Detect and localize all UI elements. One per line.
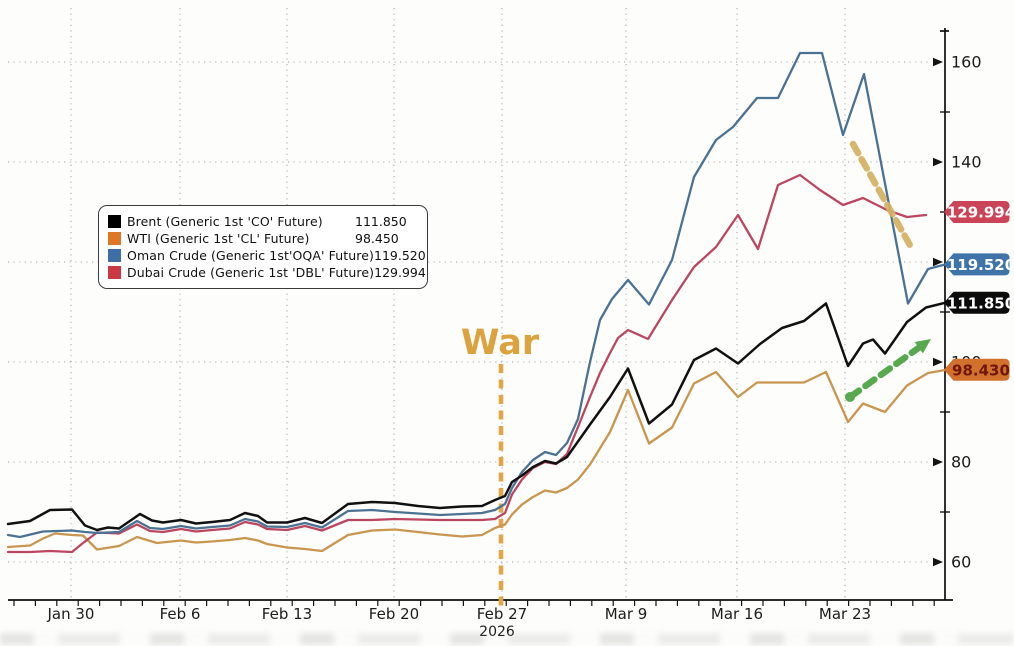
legend-swatch-dubai-crude xyxy=(108,266,121,279)
y-axis-label: 60 xyxy=(951,553,971,572)
y-axis-label: 80 xyxy=(951,453,971,472)
vertical-gridlines xyxy=(70,8,846,600)
legend-row-brent[interactable]: Brent (Generic 1st 'CO' Future) 111.850 xyxy=(108,213,417,230)
x-axis-label: Mar 23 xyxy=(819,605,871,623)
x-axis-label: Jan 30 xyxy=(47,605,95,623)
price-tag-value: 98.430 xyxy=(952,361,1010,379)
chart-legend[interactable]: Brent (Generic 1st 'CO' Future) 111.850 WT… xyxy=(98,205,428,289)
x-axis-labels: Jan 30 Feb 6 Feb 13 Feb 20 Feb 27 Mar 9 Mar 16… xyxy=(47,605,872,640)
legend-value: 129.994 xyxy=(374,265,426,280)
axes xyxy=(8,28,953,601)
legend-value: 119.520 xyxy=(374,248,426,263)
price-tag-brent: 111.850 xyxy=(944,291,1014,314)
watermark-smudge xyxy=(0,633,1014,645)
series-line-wti xyxy=(6,368,947,553)
x-axis-year-label: 2026 xyxy=(479,624,515,640)
legend-row-dubai-crude[interactable]: Dubai Crude (Generic 1st 'DBL' Future) 12… xyxy=(108,264,426,281)
x-axis-label: Mar 9 xyxy=(605,605,648,623)
legend-label: WTI (Generic 1st 'CL' Future) xyxy=(127,231,310,246)
x-axis-label: Feb 20 xyxy=(369,605,419,623)
legend-swatch-oman-crude xyxy=(108,249,121,262)
price-tag-dubai-crude: 129.994 xyxy=(944,201,1014,223)
price-tag-value: 129.994 xyxy=(947,204,1014,222)
x-axis-label: Feb 13 xyxy=(262,605,312,623)
legend-label: Dubai Crude (Generic 1st 'DBL' Future) xyxy=(127,265,375,280)
legend-row-oman-crude[interactable]: Oman Crude (Generic 1st'OQA' Future) 119.… xyxy=(108,247,426,264)
legend-label: Brent (Generic 1st 'CO' Future) xyxy=(127,214,323,229)
legend-value: 98.450 xyxy=(355,231,399,246)
x-axis-day-ticks xyxy=(13,600,935,606)
price-tag-wti: 98.430 xyxy=(944,358,1010,381)
legend-row-wti[interactable]: WTI (Generic 1st 'CL' Future) 98.450 xyxy=(108,230,417,247)
down-trend-line xyxy=(849,140,915,251)
war-annotation: War xyxy=(461,323,540,363)
plot-area[interactable] xyxy=(8,8,945,600)
legend-value: 111.850 xyxy=(355,214,407,229)
y-axis-label: 160 xyxy=(951,53,982,72)
price-tag-value: 111.850 xyxy=(947,294,1014,312)
price-tag-oman-crude: 119.520 xyxy=(944,253,1014,276)
x-axis-label: Feb 6 xyxy=(160,605,201,623)
x-axis-label: Mar 16 xyxy=(711,605,763,623)
legend-swatch-brent xyxy=(108,215,121,228)
price-tag-value: 119.520 xyxy=(947,256,1014,274)
legend-label: Oman Crude (Generic 1st'OQA' Future) xyxy=(127,248,375,263)
series-line-brent xyxy=(6,301,947,532)
legend-swatch-wti xyxy=(108,232,121,245)
x-axis-label: Feb 27 xyxy=(477,605,527,623)
series-line-dubai-crude xyxy=(6,173,928,554)
y-axis-label: 140 xyxy=(951,153,982,172)
series-line-oman-crude xyxy=(6,51,947,539)
up-trend-arrow xyxy=(845,339,931,402)
